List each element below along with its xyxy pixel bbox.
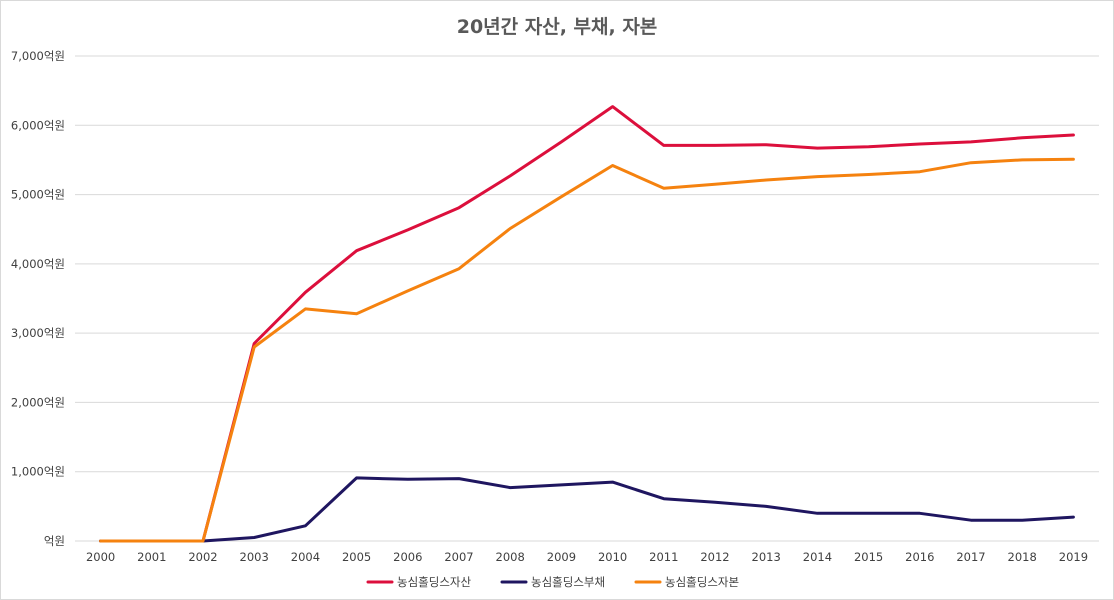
x-tick-label: 2011 [649,550,678,564]
x-tick-label: 2012 [700,550,729,564]
series-lines [99,105,1075,543]
y-tick-label: 3,000억원 [11,326,65,340]
y-tick-label: 1,000억원 [11,465,65,479]
legend-label: 농심홀딩스자본 [665,575,739,589]
y-tick-label: 2,000억원 [11,395,65,409]
legend-item: 농심홀딩스부채 [500,575,605,589]
x-tick-label: 2006 [393,550,422,564]
series-line-3 [99,157,1075,543]
x-tick-label: 2015 [854,550,883,564]
x-tick-label: 2003 [240,550,269,564]
y-tick-label: 6,000억원 [11,118,65,132]
x-axis-tick-labels: 2000 2001 2002 2003 2004 2005 2006 2007 2008 2009… [86,550,1088,564]
x-tick-label: 2001 [137,550,166,564]
series-line-2 [99,476,1075,543]
legend-item: 농심홀딩스자산 [366,575,471,589]
legend: 농심홀딩스자산 농심홀딩스부채 농심홀딩스자본 [366,575,739,589]
y-tick-label: 7,000억원 [11,49,65,63]
y-tick-label: 억원 [44,534,65,548]
x-tick-label: 2005 [342,550,371,564]
x-tick-label: 2009 [547,550,576,564]
x-tick-label: 2002 [188,550,217,564]
y-tick-label: 5,000억원 [11,188,65,202]
x-tick-label: 2000 [86,550,115,564]
x-tick-label: 2016 [905,550,934,564]
legend-label: 농심홀딩스자산 [397,575,471,589]
y-axis-tick-labels: 억원 1,000억원 2,000억원 3,000억원 4,000억원 5,000억원 6,0… [11,49,65,548]
gridlines [75,55,1099,542]
x-tick-label: 2014 [803,550,832,564]
legend-label: 농심홀딩스부채 [531,575,605,589]
y-tick-label: 4,000억원 [11,257,65,271]
x-tick-label: 2017 [956,550,985,564]
x-tick-label: 2008 [496,550,525,564]
chart-title: 20년간 자산, 부채, 자본 [457,16,658,38]
x-tick-label: 2018 [1008,550,1037,564]
x-tick-label: 2007 [444,550,473,564]
x-tick-label: 2010 [598,550,627,564]
x-tick-label: 2013 [752,550,781,564]
series-line-1 [99,105,1075,543]
x-tick-label: 2019 [1059,550,1088,564]
legend-item: 농심홀딩스자본 [634,575,739,589]
x-tick-label: 2004 [291,550,320,564]
